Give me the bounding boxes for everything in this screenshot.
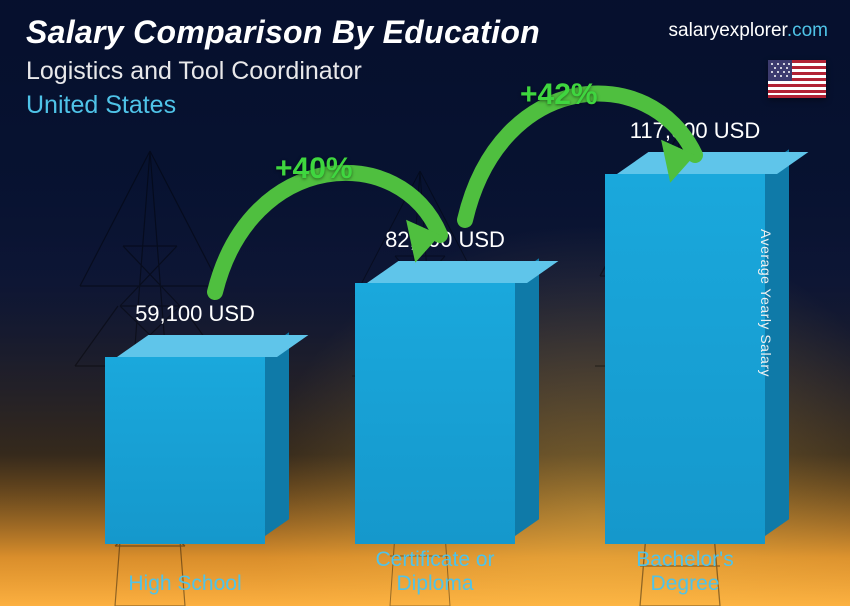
brand-name: salaryexplorer	[669, 20, 787, 41]
bar-side	[515, 258, 539, 536]
bar-category-label: Bachelor's Degree	[600, 548, 770, 596]
bar-value-label: 117,000 USD	[595, 118, 795, 144]
increase-pct-label: +40%	[275, 152, 353, 186]
brand-suffix: .com	[787, 20, 828, 41]
page-subtitle: Logistics and Tool Coordinator	[26, 57, 830, 86]
bar-value-label: 82,600 USD	[345, 227, 545, 253]
y-axis-label: Average Yearly Salary	[758, 229, 774, 377]
brand-logo: salaryexplorer.com	[669, 20, 828, 42]
bar-top	[617, 152, 808, 174]
bar-side	[265, 332, 289, 536]
bar-2	[605, 174, 765, 544]
bar-top	[367, 261, 558, 283]
bar-1	[355, 283, 515, 544]
bar-front	[355, 283, 515, 544]
bar-category-label: High School	[105, 572, 265, 596]
bar-0	[105, 357, 265, 544]
bar-top	[117, 335, 308, 357]
bar-value-label: 59,100 USD	[95, 301, 295, 327]
country-label: United States	[26, 91, 830, 120]
bar-category-label: Certificate or Diploma	[340, 548, 530, 596]
bar-front	[605, 174, 765, 544]
flag-us-icon	[768, 60, 826, 98]
bar-front	[105, 357, 265, 544]
